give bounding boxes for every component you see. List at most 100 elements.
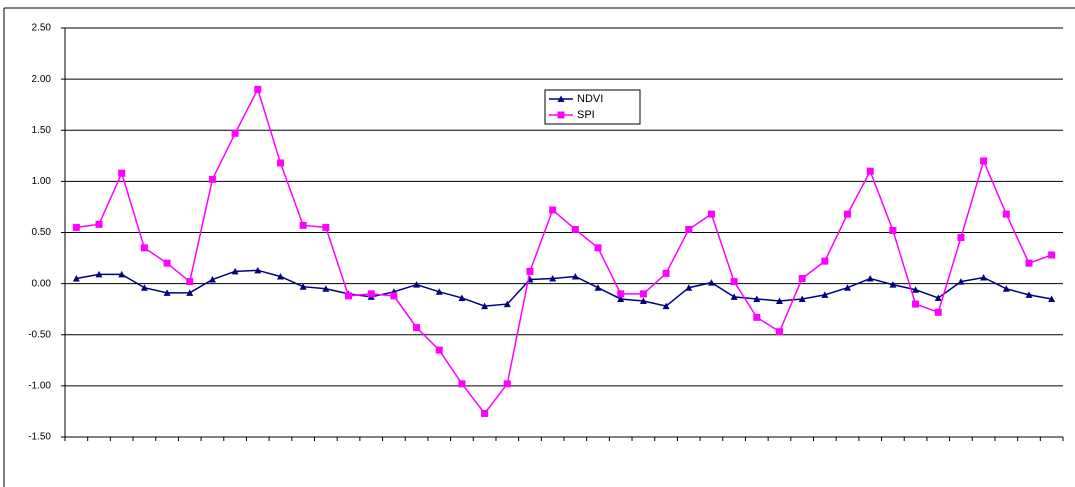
point (662, 269, 670, 277)
y-tick-label: 0.00 (32, 278, 52, 289)
point (549, 206, 557, 214)
point (118, 270, 126, 278)
point (821, 291, 829, 298)
point (367, 290, 375, 298)
point (118, 169, 126, 177)
point (912, 286, 920, 293)
point (934, 294, 942, 301)
point (186, 278, 194, 286)
series-line (76, 269, 1052, 307)
point (299, 221, 307, 229)
legend-marker (557, 95, 565, 102)
point (299, 283, 307, 290)
point (571, 272, 579, 280)
point (594, 284, 602, 291)
point (730, 278, 738, 286)
point (957, 278, 965, 285)
point (413, 281, 421, 288)
point (503, 380, 511, 388)
point (798, 275, 806, 283)
point (140, 284, 148, 291)
point (413, 324, 421, 332)
point (685, 225, 693, 233)
point (639, 297, 647, 305)
point (72, 223, 80, 231)
point (753, 313, 761, 321)
point (503, 300, 511, 308)
point (254, 266, 262, 274)
point (889, 226, 897, 234)
point (844, 210, 852, 218)
point (775, 328, 783, 336)
y-tick-label: 0.50 (32, 227, 52, 238)
point (980, 157, 988, 165)
point (571, 225, 579, 233)
point (276, 159, 284, 167)
point (549, 275, 557, 282)
point (322, 285, 330, 292)
point (208, 276, 216, 283)
point (775, 297, 783, 305)
legend-label: SPI (577, 109, 595, 121)
legend-marker (557, 111, 565, 119)
point (798, 295, 806, 302)
series-line (76, 87, 1052, 415)
y-tick-label: -1.00 (28, 381, 51, 392)
point (707, 279, 715, 286)
point (458, 294, 466, 301)
point (95, 220, 103, 228)
point (594, 244, 602, 252)
point (345, 292, 353, 300)
point (753, 295, 761, 302)
point (730, 293, 738, 300)
point (1048, 251, 1056, 259)
y-tick-label: -1.50 (28, 432, 51, 443)
point (617, 295, 625, 302)
point (481, 302, 489, 310)
point (322, 223, 330, 231)
point (844, 284, 852, 291)
y-tick-label: 2.50 (32, 23, 52, 34)
point (617, 290, 625, 298)
point (95, 270, 103, 278)
point (821, 257, 829, 265)
legend-label: NDVI (577, 93, 603, 105)
point (231, 129, 239, 137)
point (1025, 259, 1033, 267)
point (186, 289, 194, 296)
point (707, 210, 715, 218)
point (254, 85, 262, 93)
point (1048, 295, 1056, 302)
y-tick-label: 1.50 (32, 125, 52, 136)
point (1002, 285, 1010, 292)
point (866, 275, 874, 282)
point (140, 244, 148, 252)
y-tick-label: 2.00 (32, 74, 52, 85)
point (208, 175, 216, 183)
point (957, 234, 965, 242)
point (276, 272, 284, 280)
point (1002, 210, 1010, 218)
point (390, 292, 398, 300)
point (435, 346, 443, 354)
point (934, 308, 942, 316)
point (526, 267, 534, 275)
y-tick-label: -0.50 (28, 329, 51, 340)
point (685, 284, 693, 291)
point (1025, 291, 1033, 298)
point (458, 380, 466, 388)
y-tick-label: 1.00 (32, 176, 52, 187)
point (662, 302, 670, 310)
point (72, 275, 80, 282)
point (163, 289, 171, 296)
point (435, 288, 443, 295)
point (980, 273, 988, 281)
point (639, 290, 647, 298)
point (866, 167, 874, 175)
point (889, 281, 897, 288)
point (163, 259, 171, 267)
point (231, 267, 239, 275)
point (481, 409, 489, 417)
point (912, 300, 920, 308)
